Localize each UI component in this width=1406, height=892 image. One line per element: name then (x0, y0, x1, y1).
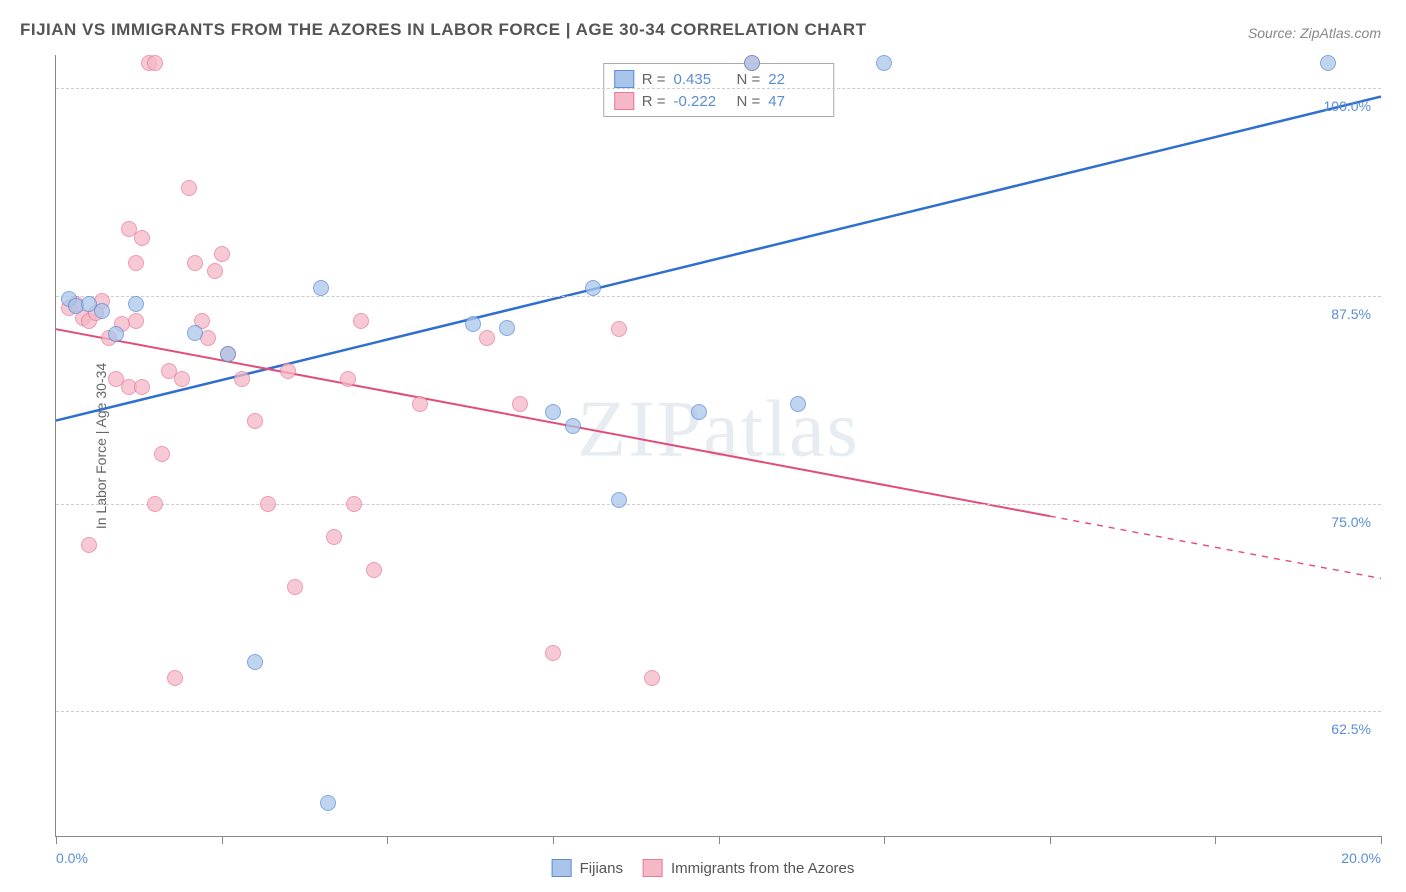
legend-item: Immigrants from the Azores (643, 859, 854, 877)
data-point (128, 313, 144, 329)
data-point (174, 371, 190, 387)
stat-value-r: -0.222 (674, 93, 729, 110)
data-point (611, 492, 627, 508)
data-point (465, 316, 481, 332)
xtick (553, 836, 554, 844)
gridline (56, 296, 1381, 297)
data-point (287, 579, 303, 595)
legend-swatch (643, 859, 663, 877)
data-point (1320, 55, 1336, 71)
data-point (108, 326, 124, 342)
stat-label-n: N = (737, 93, 761, 110)
data-point (167, 670, 183, 686)
data-point (320, 795, 336, 811)
stat-value-r: 0.435 (674, 71, 729, 88)
xtick (56, 836, 57, 844)
data-point (220, 346, 236, 362)
data-point (247, 413, 263, 429)
data-point (565, 418, 581, 434)
data-point (611, 321, 627, 337)
ytick-label: 75.0% (1331, 514, 1371, 530)
data-point (744, 55, 760, 71)
data-point (207, 263, 223, 279)
data-point (94, 303, 110, 319)
stat-label-r: R = (642, 71, 666, 88)
data-point (81, 537, 97, 553)
gridline (56, 711, 1381, 712)
data-point (313, 280, 329, 296)
legend-label: Immigrants from the Azores (671, 860, 854, 877)
data-point (585, 280, 601, 296)
chart-title: FIJIAN VS IMMIGRANTS FROM THE AZORES IN … (20, 20, 867, 40)
data-point (154, 446, 170, 462)
legend-swatch (614, 70, 634, 88)
data-point (187, 255, 203, 271)
stat-label-n: N = (737, 71, 761, 88)
data-point (134, 230, 150, 246)
stat-value-n: 47 (768, 93, 823, 110)
xtick (387, 836, 388, 844)
ytick-label: 87.5% (1331, 306, 1371, 322)
legend-label: Fijians (580, 860, 623, 877)
data-point (187, 325, 203, 341)
data-point (234, 371, 250, 387)
data-point (280, 363, 296, 379)
trend-lines (56, 55, 1381, 836)
legend-swatch (614, 92, 634, 110)
data-point (181, 180, 197, 196)
data-point (545, 404, 561, 420)
data-point (346, 496, 362, 512)
xtick-label: 20.0% (1341, 850, 1381, 866)
data-point (147, 55, 163, 71)
data-point (499, 320, 515, 336)
gridline (56, 504, 1381, 505)
data-point (512, 396, 528, 412)
xtick (1050, 836, 1051, 844)
gridline (56, 88, 1381, 89)
data-point (147, 496, 163, 512)
stat-label-r: R = (642, 93, 666, 110)
bottom-legend: Fijians Immigrants from the Azores (552, 859, 855, 877)
xtick (1381, 836, 1382, 844)
data-point (260, 496, 276, 512)
legend-item: Fijians (552, 859, 623, 877)
xtick (884, 836, 885, 844)
data-point (691, 404, 707, 420)
xtick (222, 836, 223, 844)
data-point (214, 246, 230, 262)
data-point (545, 645, 561, 661)
data-point (790, 396, 806, 412)
data-point (876, 55, 892, 71)
data-point (128, 255, 144, 271)
data-point (479, 330, 495, 346)
stats-row: R = 0.435 N = 22 (614, 68, 824, 90)
data-point (412, 396, 428, 412)
ytick-label: 62.5% (1331, 721, 1371, 737)
data-point (128, 296, 144, 312)
data-point (644, 670, 660, 686)
source-attribution: Source: ZipAtlas.com (1248, 25, 1381, 41)
xtick (1215, 836, 1216, 844)
ytick-label: 100.0% (1324, 98, 1371, 114)
data-point (134, 379, 150, 395)
stats-row: R = -0.222 N = 47 (614, 90, 824, 112)
legend-swatch (552, 859, 572, 877)
data-point (247, 654, 263, 670)
xtick-label: 0.0% (56, 850, 88, 866)
data-point (353, 313, 369, 329)
data-point (340, 371, 356, 387)
data-point (366, 562, 382, 578)
stat-value-n: 22 (768, 71, 823, 88)
plot-area: ZIPatlas R =0.435N =22R =-0.222N =47 62.… (55, 55, 1381, 837)
xtick (719, 836, 720, 844)
data-point (326, 529, 342, 545)
stats-legend-box: R = 0.435 N = 22 R = -0.222 N = 47 (603, 63, 835, 117)
